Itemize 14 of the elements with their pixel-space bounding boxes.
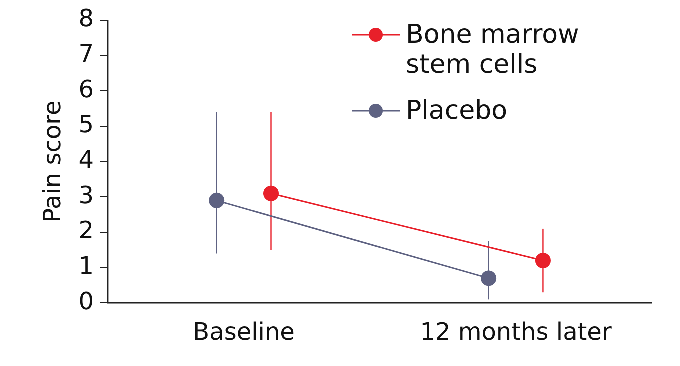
x-tick-label: 12 months later [420, 318, 612, 346]
x-tick-label: Baseline [193, 318, 295, 346]
y-tick-label: 7 [78, 40, 94, 68]
y-tick-label: 2 [78, 216, 94, 245]
y-tick-label: 0 [78, 287, 94, 316]
y-axis-title: Pain score [38, 100, 67, 223]
y-tick-label: 3 [78, 181, 94, 210]
legend-label: Placebo [406, 96, 508, 126]
y-tick-label: 8 [78, 4, 94, 33]
y-tick-label: 6 [78, 75, 94, 104]
y-tick-label: 4 [78, 146, 94, 174]
legend-label: Bone marrow stem cells [406, 20, 580, 80]
y-tick-label: 5 [78, 110, 94, 139]
y-tick-label: 1 [78, 252, 94, 280]
